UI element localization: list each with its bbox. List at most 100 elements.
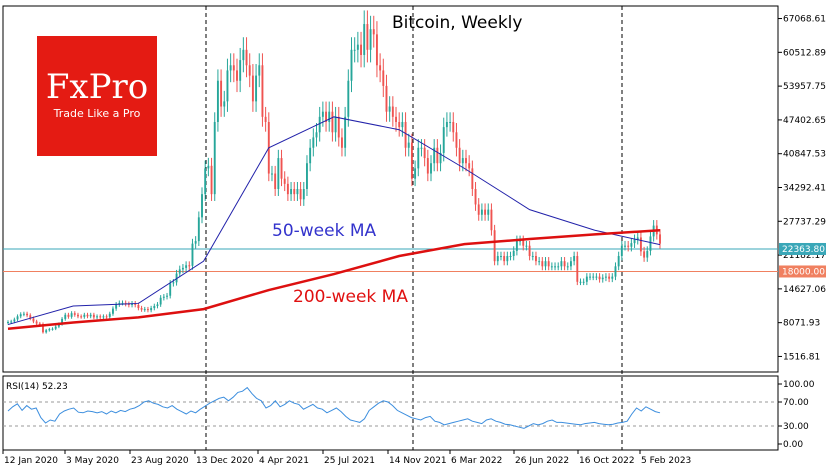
candle-body: [579, 281, 582, 283]
candle-body: [515, 240, 518, 251]
candle-body: [576, 256, 579, 282]
x-tick-label: 16 Oct 2022: [579, 456, 635, 466]
candle-body: [563, 261, 566, 267]
rsi-line: [7, 386, 661, 429]
candle-body: [210, 165, 213, 195]
candle-body: [528, 245, 531, 257]
candle-body: [102, 316, 105, 318]
candle-body: [242, 49, 245, 61]
candle-body: [363, 24, 366, 55]
candle-body: [496, 256, 499, 262]
candle-body: [646, 250, 649, 258]
candle-body: [452, 121, 455, 133]
candle-body: [220, 80, 223, 107]
candle-body: [624, 245, 626, 247]
candle-body: [115, 304, 118, 309]
candle-body: [404, 121, 407, 148]
candle-body: [296, 189, 299, 195]
candle-body: [64, 314, 67, 319]
candle-body: [471, 168, 474, 189]
candle-body: [137, 304, 140, 309]
candle-body: [197, 217, 200, 242]
rsi-tick-label: 100.00: [783, 380, 815, 390]
candle-body: [131, 303, 133, 305]
candle-body: [140, 308, 143, 310]
candle-body: [509, 256, 512, 258]
candle-body: [105, 316, 108, 318]
x-tick-label: 23 Aug 2020: [131, 456, 189, 466]
candle-body: [280, 158, 283, 179]
time-axis: 12 Jan 2020 3 May 2020 23 Aug 2020 13 Dec 2…: [2, 450, 691, 466]
candle-body: [353, 49, 356, 51]
candle-body: [636, 237, 639, 240]
candle-body: [484, 209, 487, 215]
candle-body: [299, 189, 302, 200]
candle-body: [226, 70, 229, 102]
candle-body: [309, 147, 312, 164]
candle-body: [659, 234, 661, 244]
candle-body: [48, 329, 51, 331]
candle-body: [274, 173, 277, 189]
candle-body: [360, 44, 362, 55]
candle-body: [598, 276, 601, 280]
candle-body: [99, 316, 102, 318]
candle-body: [92, 314, 95, 318]
candle-body: [150, 308, 153, 311]
candle-body: [86, 314, 89, 317]
candle-body: [366, 24, 369, 50]
candle-body: [334, 116, 337, 133]
y-tick-label: 14627.06: [783, 285, 826, 295]
x-tick-label: 26 Jun 2022: [515, 456, 569, 466]
x-tick-label: 14 Nov 2021: [389, 456, 447, 466]
candle-body: [388, 106, 391, 112]
candle-body: [277, 158, 280, 189]
candle-body: [121, 302, 124, 304]
candle-body: [369, 29, 372, 50]
candle-body: [290, 189, 293, 195]
candle-body: [258, 65, 261, 76]
candle-body: [420, 147, 423, 149]
candle-body: [493, 230, 496, 262]
candle-body: [465, 158, 467, 164]
candle-body: [582, 281, 585, 283]
candle-body: [449, 121, 452, 123]
candle-body: [633, 239, 636, 244]
candle-body: [385, 85, 388, 112]
candle-body: [487, 209, 490, 215]
candle-body: [569, 261, 572, 267]
candle-body: [146, 309, 149, 311]
candle-body: [26, 313, 29, 316]
candle-body: [557, 266, 560, 268]
y-tick-label: 60512.89: [783, 48, 826, 58]
chart-title: Bitcoin, Weekly: [392, 13, 522, 33]
candle-body: [236, 70, 238, 81]
candle-body: [347, 80, 350, 117]
rsi-tick-label: 30.00: [783, 422, 809, 432]
candle-body: [617, 256, 620, 267]
candle-body: [194, 241, 197, 244]
candle-body: [89, 314, 92, 317]
brand-name: FxPro: [46, 67, 148, 107]
candle-body: [560, 261, 563, 267]
candle-body: [538, 261, 541, 263]
ma200-line: [7, 228, 661, 330]
candle-body: [573, 256, 576, 262]
candle-body: [541, 261, 544, 267]
candle-body: [318, 116, 321, 133]
x-tick-label: 25 Jul 2021: [324, 456, 375, 466]
candle-body: [630, 243, 633, 247]
candle-body: [375, 34, 378, 66]
candle-body: [16, 316, 19, 320]
candle-body: [525, 245, 528, 247]
candle-body: [181, 267, 184, 270]
candle-body: [175, 273, 178, 283]
candle-body: [156, 304, 159, 307]
candle-body: [410, 142, 413, 179]
price-tags: 22363.80 18000.00: [779, 242, 826, 278]
candle-body: [293, 189, 296, 195]
candle-body: [127, 303, 130, 305]
candle-body: [239, 60, 242, 81]
candle-body: [519, 240, 522, 242]
candle-body: [455, 132, 458, 148]
candle-body: [595, 276, 598, 278]
